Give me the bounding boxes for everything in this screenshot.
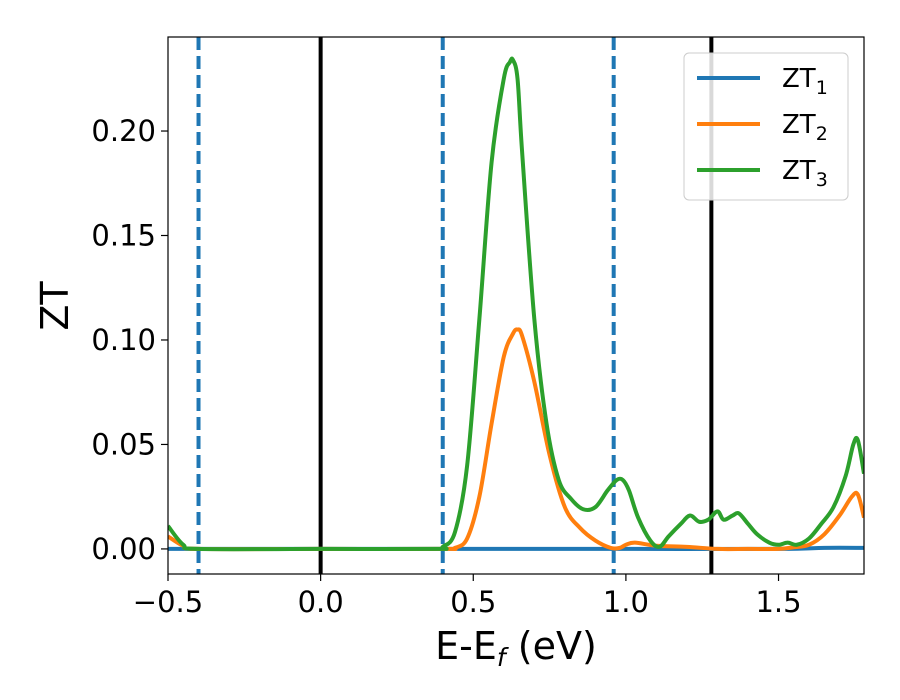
y-tick-label: 0.15 [91,219,156,253]
y-axis-title: ZT [33,281,77,331]
legend-label-zt1: ZT1 [782,64,828,99]
y-axis: 0.00 0.05 0.10 0.15 0.20 [91,114,168,566]
y-tick-label: 0.20 [91,114,156,148]
series-line-zt3 [168,56,864,552]
legend-box [683,52,849,201]
x-tick-label: 0.5 [450,585,496,619]
x-axis-title-main: E-E [435,624,497,668]
legend: ZT1 ZT2 ZT3 [683,52,849,201]
x-tick-label: 0.0 [298,585,344,619]
plot-area-frame [167,36,865,575]
x-tick-label: 1.0 [603,585,649,619]
x-axis-title-suffix: (eV) [506,624,597,668]
x-tick-label: −0.5 [133,585,203,619]
series-line-zt2 [168,327,864,552]
series-layer [168,56,864,552]
x-axis-title: E-Ef (eV) [435,624,597,672]
x-tick-label: 1.5 [755,585,801,619]
y-tick-label: 0.10 [91,323,156,357]
legend-label-zt3: ZT3 [782,156,828,191]
legend-label-zt2: ZT2 [782,110,828,145]
y-tick-label: 0.05 [91,427,156,461]
y-tick-label: 0.00 [91,532,156,566]
x-axis: −0.5 0.0 0.5 1.0 1.5 [133,574,802,619]
